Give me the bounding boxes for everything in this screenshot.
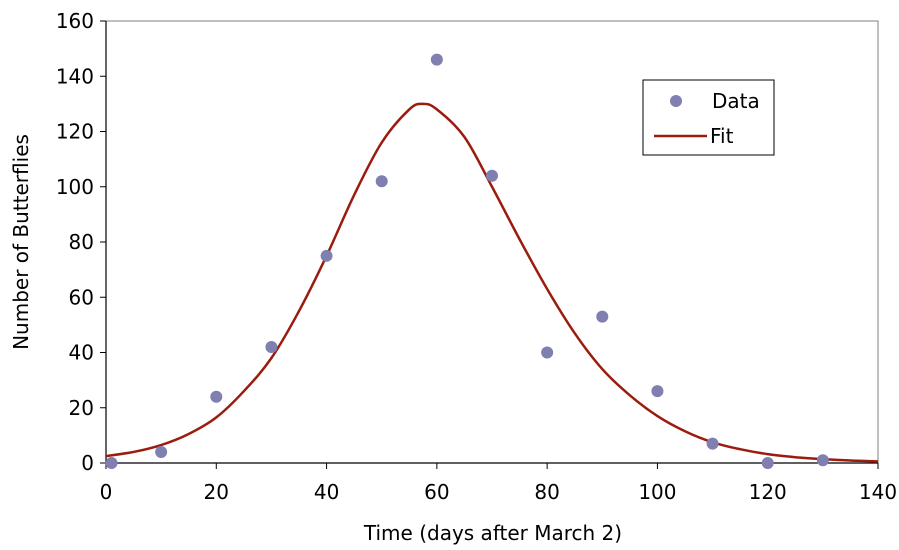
data-point [651,385,664,398]
data-point [375,175,388,188]
series-fit [105,102,879,463]
y-tick-label: 40 [69,341,94,365]
data-point [155,445,168,458]
y-tick-label: 60 [69,285,94,309]
x-tick-label: 120 [749,480,787,504]
x-tick-label: 60 [424,480,449,504]
y-tick-label: 100 [56,175,94,199]
legend: Data Fit [642,79,775,156]
y-axis: 0 20 40 60 80 100 120 140 160 [56,9,106,475]
x-tick-label: 40 [314,480,339,504]
y-tick-label: 120 [56,120,94,144]
data-point [265,340,278,353]
data-point [105,457,118,469]
data-point [320,249,333,262]
x-axis-title: Time (days after March 2) [363,521,622,545]
y-tick-label: 0 [81,451,94,475]
data-point [596,310,609,323]
legend-label-data: Data [712,89,760,113]
x-axis: 0 20 40 60 80 100 120 140 [100,463,897,504]
y-axis-title: Number of Butterflies [9,134,33,350]
legend-box [642,79,775,156]
data-point [486,169,498,182]
x-tick-label: 20 [204,480,229,504]
data-point [430,53,443,66]
x-tick-label: 100 [638,480,676,504]
fit-line [105,102,879,463]
data-point [816,454,829,467]
x-tick-label: 80 [534,480,559,504]
y-tick-label: 80 [69,230,94,254]
x-tick-label: 0 [100,480,113,504]
series-data [105,53,829,469]
data-point [761,457,774,469]
y-tick-label: 20 [69,396,94,420]
data-point [210,390,223,403]
y-tick-label: 160 [56,9,94,33]
legend-marker-data [670,95,682,107]
x-tick-label: 140 [859,480,897,504]
legend-label-fit: Fit [710,124,734,148]
y-tick-label: 140 [56,64,94,88]
data-point [541,346,554,359]
data-point [706,437,719,450]
